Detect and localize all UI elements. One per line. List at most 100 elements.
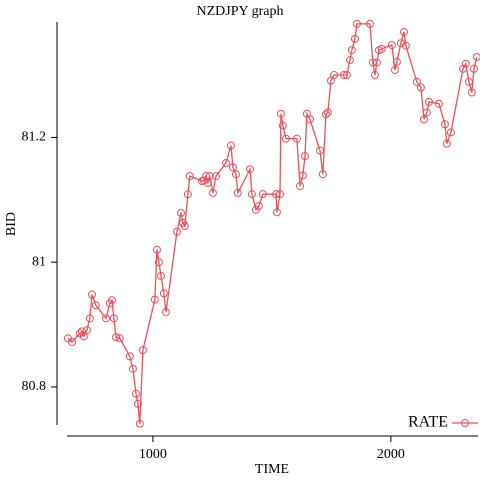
point-marker bbox=[115, 334, 124, 343]
point-marker bbox=[340, 71, 349, 80]
point-marker bbox=[401, 41, 410, 50]
series-line bbox=[67, 23, 478, 424]
point-marker bbox=[271, 190, 280, 199]
point-marker bbox=[135, 419, 144, 428]
point-marker bbox=[416, 83, 425, 92]
point-marker bbox=[275, 190, 284, 199]
point-marker bbox=[295, 182, 304, 191]
point-marker bbox=[372, 58, 381, 67]
point-marker bbox=[467, 88, 476, 97]
point-marker bbox=[368, 58, 377, 67]
point-marker bbox=[77, 327, 86, 336]
x-axis-label: TIME bbox=[255, 462, 289, 477]
point-marker bbox=[112, 333, 121, 342]
point-marker bbox=[107, 296, 116, 305]
y-axis-label: BID bbox=[4, 212, 19, 236]
point-marker bbox=[159, 289, 168, 298]
point-marker bbox=[278, 121, 287, 130]
point-marker bbox=[211, 172, 220, 181]
point-marker bbox=[342, 71, 351, 80]
point-marker bbox=[183, 190, 192, 199]
point-marker bbox=[399, 27, 408, 36]
point-marker bbox=[85, 314, 94, 323]
point-marker bbox=[67, 338, 76, 347]
point-marker bbox=[276, 109, 285, 118]
point-marker bbox=[392, 57, 401, 66]
point-marker bbox=[422, 108, 431, 117]
point-marker bbox=[180, 221, 189, 230]
point-marker bbox=[469, 64, 478, 73]
point-marker bbox=[377, 44, 386, 53]
point-marker bbox=[226, 141, 235, 150]
point-marker bbox=[352, 19, 361, 28]
y-tick-label: 80.8 bbox=[22, 379, 47, 394]
point-marker bbox=[412, 77, 421, 86]
point-marker bbox=[424, 97, 433, 106]
point-marker bbox=[305, 115, 314, 124]
point-marker bbox=[323, 108, 332, 117]
point-marker bbox=[298, 171, 307, 180]
point-marker bbox=[102, 314, 111, 323]
point-marker bbox=[138, 346, 147, 355]
point-marker bbox=[446, 128, 455, 137]
point-marker bbox=[396, 39, 405, 48]
point-marker bbox=[246, 165, 255, 174]
point-marker bbox=[233, 188, 242, 197]
point-marker bbox=[347, 46, 356, 55]
point-marker bbox=[390, 66, 399, 75]
point-marker bbox=[254, 202, 263, 211]
y-tick-label: 81.2 bbox=[22, 130, 47, 145]
point-marker bbox=[150, 295, 159, 304]
point-marker bbox=[185, 172, 194, 181]
point-marker bbox=[162, 308, 171, 317]
point-marker bbox=[199, 176, 208, 185]
point-marker bbox=[300, 152, 309, 161]
point-marker bbox=[370, 71, 379, 80]
point-marker bbox=[87, 290, 96, 299]
point-marker bbox=[172, 227, 181, 236]
point-marker bbox=[176, 208, 185, 217]
point-marker bbox=[109, 314, 118, 323]
point-marker bbox=[205, 172, 214, 181]
point-marker bbox=[258, 190, 267, 199]
legend-label: RATE bbox=[408, 414, 448, 431]
point-marker bbox=[272, 208, 281, 217]
x-tick-label: 1000 bbox=[139, 447, 167, 462]
point-marker bbox=[442, 139, 451, 148]
point-marker bbox=[154, 258, 163, 267]
y-tick-label: 81 bbox=[32, 254, 46, 269]
point-marker bbox=[472, 52, 480, 61]
point-marker bbox=[315, 146, 324, 155]
point-marker bbox=[133, 399, 142, 408]
point-marker bbox=[434, 99, 443, 108]
point-marker bbox=[128, 364, 137, 373]
point-marker bbox=[365, 19, 374, 28]
point-marker bbox=[132, 389, 141, 398]
point-marker bbox=[387, 41, 396, 50]
legend-marker bbox=[461, 419, 469, 427]
point-marker bbox=[281, 134, 290, 143]
point-marker bbox=[318, 170, 327, 179]
point-marker bbox=[292, 134, 301, 143]
point-marker bbox=[152, 245, 161, 254]
point-marker bbox=[221, 158, 230, 167]
point-marker bbox=[464, 77, 473, 86]
chart-title: NZDJPY graph bbox=[197, 4, 284, 19]
point-marker bbox=[350, 34, 359, 43]
point-marker bbox=[125, 352, 134, 361]
point-marker bbox=[440, 120, 449, 129]
point-marker bbox=[82, 326, 91, 335]
point-marker bbox=[157, 271, 166, 280]
point-marker bbox=[91, 301, 100, 310]
point-marker bbox=[208, 188, 217, 197]
x-tick-label: 2000 bbox=[377, 447, 405, 462]
point-marker bbox=[231, 170, 240, 179]
point-marker bbox=[247, 190, 256, 199]
point-marker bbox=[345, 56, 354, 65]
point-marker bbox=[419, 115, 428, 124]
point-marker bbox=[461, 59, 470, 68]
point-marker bbox=[321, 110, 330, 119]
point-marker bbox=[228, 163, 237, 172]
point-marker bbox=[330, 71, 339, 80]
